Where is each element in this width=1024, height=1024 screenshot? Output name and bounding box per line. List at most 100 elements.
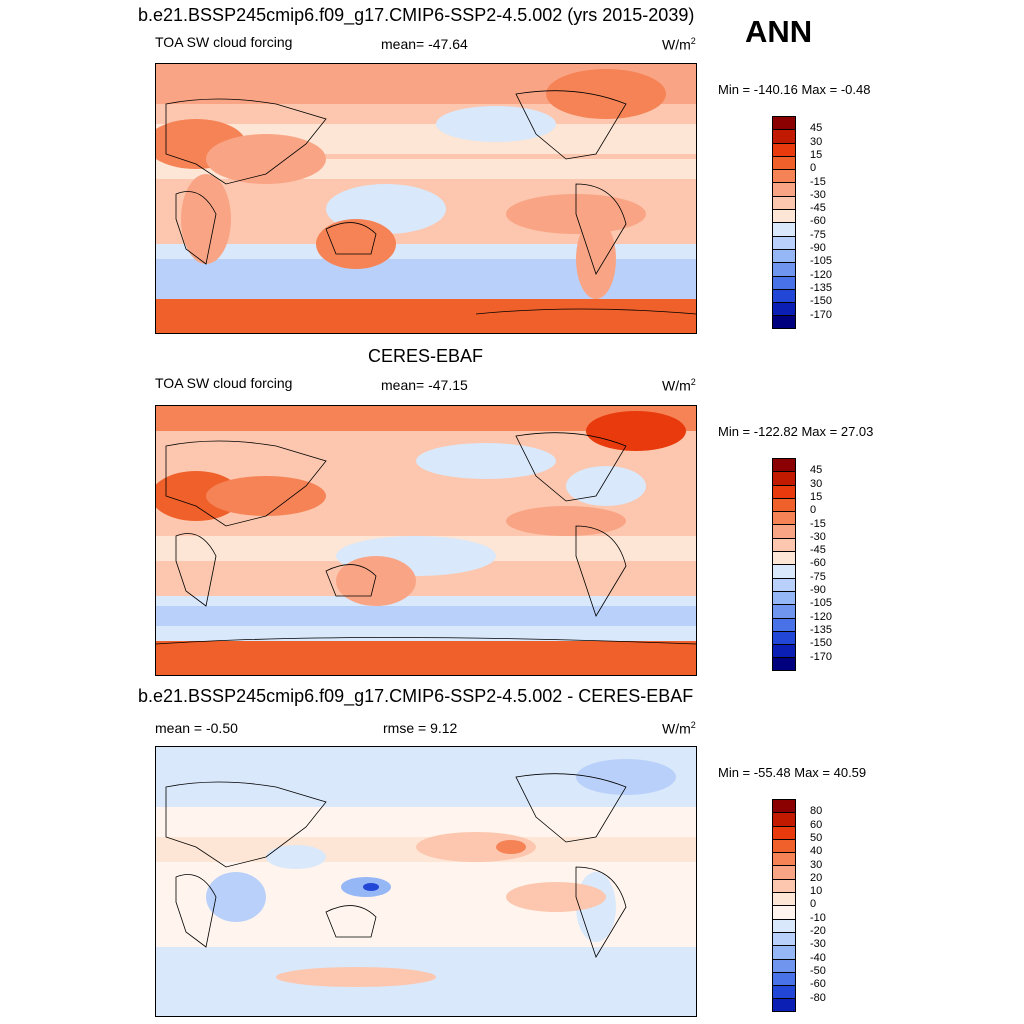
colorbar-cell xyxy=(772,222,796,236)
colorbar-tick-label: -90 xyxy=(810,584,826,596)
colorbar-cell xyxy=(772,248,796,263)
panel2-variable-label: TOA SW cloud forcing xyxy=(155,375,293,391)
colorbar-tick-label: -30 xyxy=(810,188,826,201)
colorbar-cell xyxy=(772,262,796,276)
colorbar-cell xyxy=(772,551,796,565)
colorbar-cell xyxy=(772,865,796,879)
colorbar-cell xyxy=(772,275,796,289)
panel3-map xyxy=(155,746,697,1017)
colorbar-tick-label: 0 xyxy=(810,504,817,517)
colorbar-tick-label: -135 xyxy=(810,281,833,294)
colorbar-tick-label: -75 xyxy=(810,570,826,583)
panel3-rmse-label: rmse = 9.12 xyxy=(383,720,458,736)
colorbar-cell xyxy=(772,116,796,130)
colorbar-tick-label: -20 xyxy=(810,925,826,937)
colorbar-cell xyxy=(772,838,796,853)
colorbar-tick-label: 30 xyxy=(810,135,823,148)
colorbar-cell xyxy=(772,195,796,210)
panel2-colorbar xyxy=(772,458,796,671)
colorbar-tick-label: -60 xyxy=(810,978,826,991)
colorbar-tick-label: 40 xyxy=(810,845,823,858)
colorbar-cell xyxy=(772,958,796,972)
colorbar-tick-label: -135 xyxy=(810,623,833,636)
colorbar-tick-label: -45 xyxy=(810,544,826,557)
colorbar-cell xyxy=(772,617,796,631)
panel1-mean-label: mean= -47.64 xyxy=(381,36,468,52)
colorbar-tick-label: -170 xyxy=(810,308,833,321)
panel2-map xyxy=(155,405,697,676)
panel3-title: b.e21.BSSP245cmip6.f09_g17.CMIP6-SSP2-4.… xyxy=(138,686,694,706)
colorbar-cell xyxy=(772,812,796,826)
colorbar-cell xyxy=(772,511,796,525)
colorbar-tick-label: 45 xyxy=(810,122,823,135)
colorbar-tick-label: -80 xyxy=(810,991,826,1004)
colorbar-tick-label: -170 xyxy=(810,650,833,663)
season-label: ANN xyxy=(745,14,813,49)
colorbar-cell xyxy=(772,235,796,249)
colorbar-cell xyxy=(772,852,796,866)
colorbar-cell xyxy=(772,905,796,919)
colorbar-tick-label: 30 xyxy=(810,477,823,490)
colorbar-tick-label: 30 xyxy=(810,858,823,871)
colorbar-cell xyxy=(772,945,796,959)
colorbar-cell xyxy=(772,604,796,618)
colorbar-cell xyxy=(772,142,796,156)
panel2-mean-label: mean= -47.15 xyxy=(381,377,468,393)
panel3-colorbar xyxy=(772,799,796,1012)
colorbar-tick-label: 10 xyxy=(810,885,823,898)
colorbar-cell xyxy=(772,484,796,498)
panel2-title: CERES-EBAF xyxy=(368,346,484,366)
panel1-minmax: Min = -140.16 Max = -0.48 xyxy=(718,82,871,97)
colorbar-tick-label: -30 xyxy=(810,530,826,543)
colorbar-cell xyxy=(772,209,796,223)
panel2-units-label: W/m2 xyxy=(662,377,696,394)
colorbar-cell xyxy=(772,577,796,591)
panel3-mean-label: mean = -0.50 xyxy=(155,720,238,736)
colorbar-cell xyxy=(772,288,796,303)
colorbar-cell xyxy=(772,931,796,946)
colorbar-tick-label: -120 xyxy=(810,268,833,281)
colorbar-tick-label: -10 xyxy=(810,911,826,924)
colorbar-tick-label: -50 xyxy=(810,964,826,977)
colorbar-cell xyxy=(772,985,796,999)
colorbar-tick-label: 60 xyxy=(810,818,823,831)
colorbar-cell xyxy=(772,892,796,906)
colorbar-tick-label: -105 xyxy=(810,255,833,268)
colorbar-cell xyxy=(772,590,796,605)
colorbar-cell xyxy=(772,657,796,671)
colorbar-cell xyxy=(772,537,796,552)
panel2-minmax: Min = -122.82 Max = 27.03 xyxy=(718,424,874,439)
colorbar-tick-label: 15 xyxy=(810,490,823,503)
colorbar-tick-label: 0 xyxy=(810,162,817,175)
colorbar-tick-label: 15 xyxy=(810,148,823,161)
colorbar-cell xyxy=(772,878,796,893)
colorbar-cell xyxy=(772,471,796,485)
colorbar-tick-label: -15 xyxy=(810,175,826,188)
colorbar-tick-label: 20 xyxy=(810,871,823,884)
panel3-minmax: Min = -55.48 Max = 40.59 xyxy=(718,765,867,780)
colorbar-tick-label: 50 xyxy=(810,831,823,844)
colorbar-cell xyxy=(772,644,796,658)
colorbar-cell xyxy=(772,998,796,1012)
colorbar-tick-label: -120 xyxy=(810,610,833,623)
colorbar-tick-label: -40 xyxy=(810,951,826,964)
colorbar-tick-label: -60 xyxy=(810,215,826,228)
colorbar-cell xyxy=(772,497,796,512)
colorbar-cell xyxy=(772,182,796,196)
colorbar-tick-label: 0 xyxy=(810,898,817,911)
panel1-variable-label: TOA SW cloud forcing xyxy=(155,34,293,50)
colorbar-tick-label: -150 xyxy=(810,637,833,650)
colorbar-tick-label: -150 xyxy=(810,295,833,308)
panel1-colorbar xyxy=(772,116,796,329)
panel3-units-label: W/m2 xyxy=(662,720,696,737)
colorbar-cell xyxy=(772,918,796,932)
colorbar-cell xyxy=(772,564,796,578)
colorbar-tick-label: -60 xyxy=(810,557,826,570)
colorbar-tick-label: -15 xyxy=(810,517,826,530)
colorbar-cell xyxy=(772,458,796,472)
colorbar-cell xyxy=(772,302,796,316)
colorbar-cell xyxy=(772,630,796,645)
colorbar-cell xyxy=(772,155,796,170)
colorbar-tick-label: -90 xyxy=(810,242,826,254)
colorbar-cell xyxy=(772,799,796,813)
